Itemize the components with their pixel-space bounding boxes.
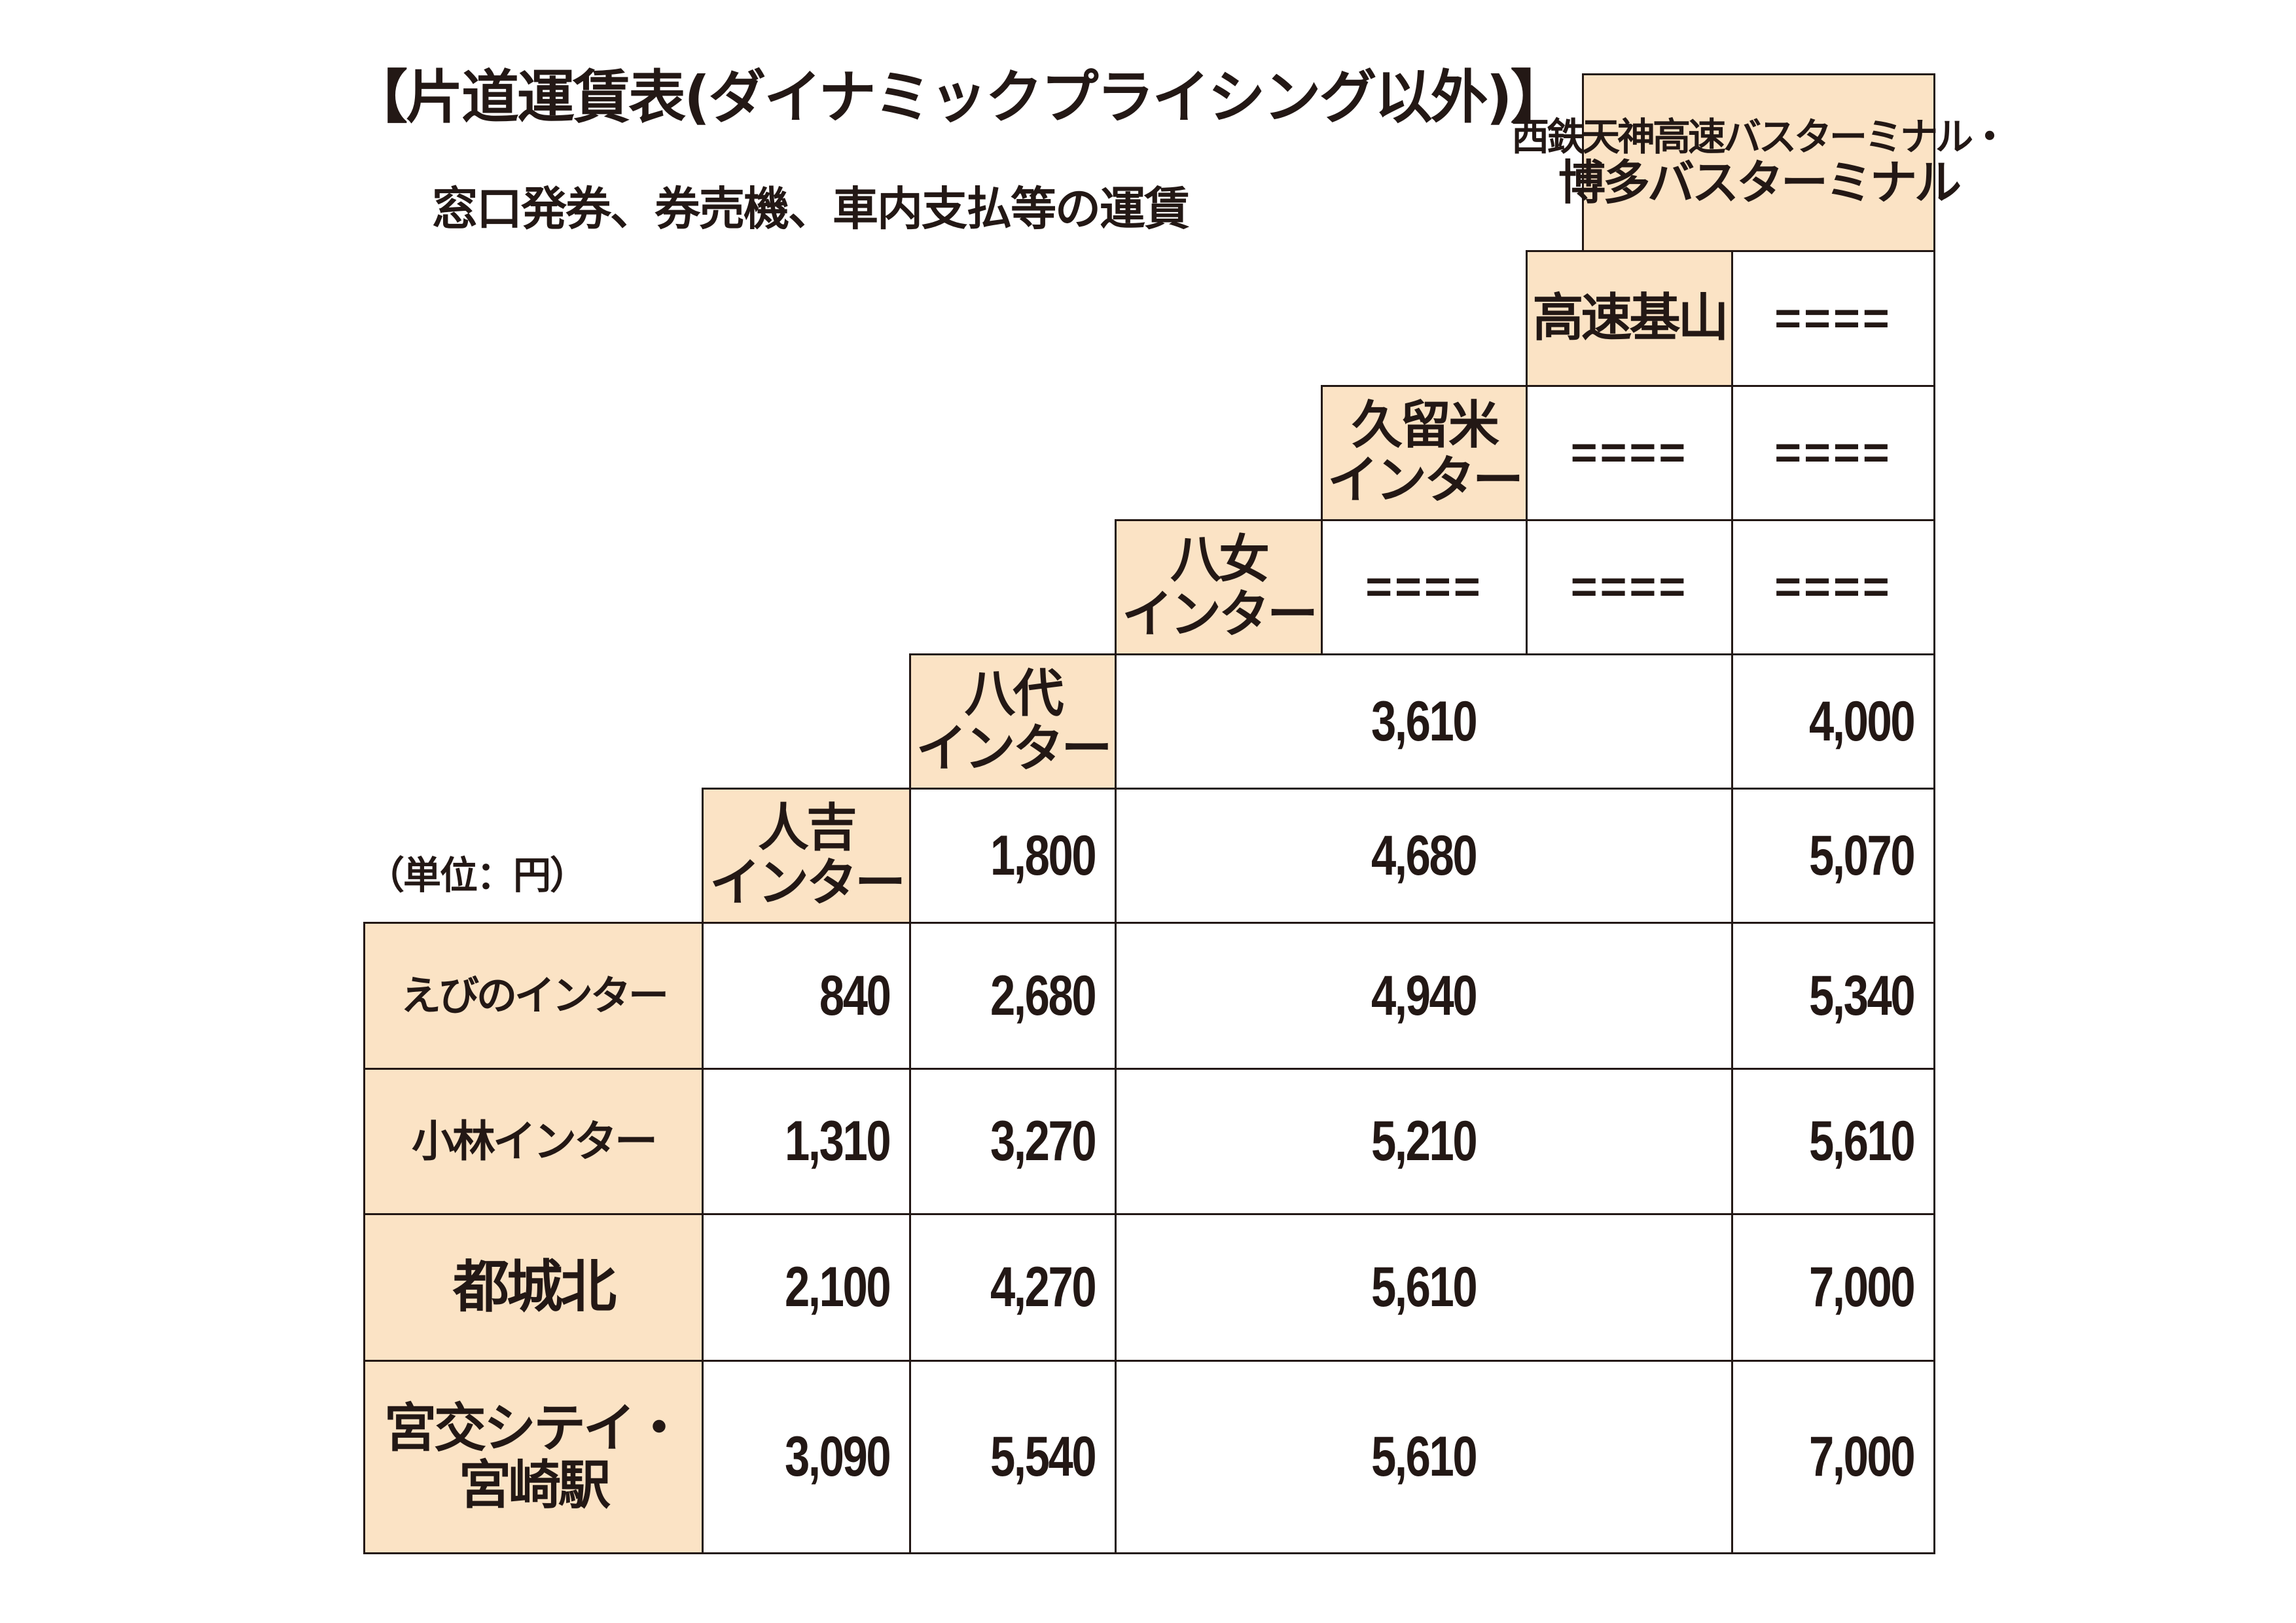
fare-cell-merged: 5,610 <box>1115 1360 1733 1554</box>
fare-cell-merged: 4,940 <box>1115 922 1733 1070</box>
fare-cell: 5,340 <box>1731 922 1935 1070</box>
fare-cell: 7,000 <box>1731 1213 1935 1362</box>
unit-note: （単位：円） <box>367 853 588 898</box>
stop-header-yatsushiro: 八代 インター <box>909 653 1117 790</box>
fare-cell: ==== <box>1731 385 1935 521</box>
stop-header-kosoku-kiyama: 高速基山 <box>1526 250 1733 387</box>
page-subtitle: 窓口発券、券売機、車内支払等の運賃 <box>432 182 1190 236</box>
origin-header-miyakonojo-kita: 都城北 <box>363 1213 704 1362</box>
fare-cell: 1,310 <box>702 1068 911 1215</box>
fare-cell: 5,540 <box>909 1360 1117 1554</box>
fare-cell: 3,270 <box>909 1068 1117 1215</box>
stop-header-yame: 八女 インター <box>1115 519 1323 655</box>
stop-header-hitoyoshi: 人吉 インター <box>702 788 911 924</box>
fare-cell: ==== <box>1526 519 1733 655</box>
fare-cell-merged: 3,610 <box>1115 653 1733 790</box>
origin-header-kobayashi: 小林インター <box>363 1068 704 1215</box>
fare-cell-merged: 4,680 <box>1115 788 1733 924</box>
fare-cell-merged: 5,610 <box>1115 1213 1733 1362</box>
fare-cell: 2,680 <box>909 922 1117 1070</box>
fare-cell: 3,090 <box>702 1360 911 1554</box>
fare-cell: 5,070 <box>1731 788 1935 924</box>
origin-header-miyazaki: 宮交シテイ・ 宮崎駅 <box>363 1360 704 1554</box>
fare-cell: ==== <box>1321 519 1528 655</box>
fare-cell: ==== <box>1526 385 1733 521</box>
fare-cell: 7,000 <box>1731 1360 1935 1554</box>
fare-cell: 2,100 <box>702 1213 911 1362</box>
fare-cell: 5,610 <box>1731 1068 1935 1215</box>
fare-cell-merged: 5,210 <box>1115 1068 1733 1215</box>
fare-cell: 4,270 <box>909 1213 1117 1362</box>
stop-header-fukuoka: 西鉄天神高速バスターミナル・ 博多バスターミナル <box>1511 73 2009 252</box>
page-title: 【片道運賃表(ダイナミックプライシング以外)】 <box>350 64 1568 131</box>
fare-cell: 4,000 <box>1731 653 1935 790</box>
fare-cell: 1,800 <box>909 788 1117 924</box>
stop-header-kurume: 久留米 インター <box>1321 385 1528 521</box>
fare-cell: 840 <box>702 922 911 1070</box>
origin-header-ebino: えびのインター <box>363 922 704 1070</box>
fare-cell: ==== <box>1731 250 1935 387</box>
fare-cell: ==== <box>1731 519 1935 655</box>
